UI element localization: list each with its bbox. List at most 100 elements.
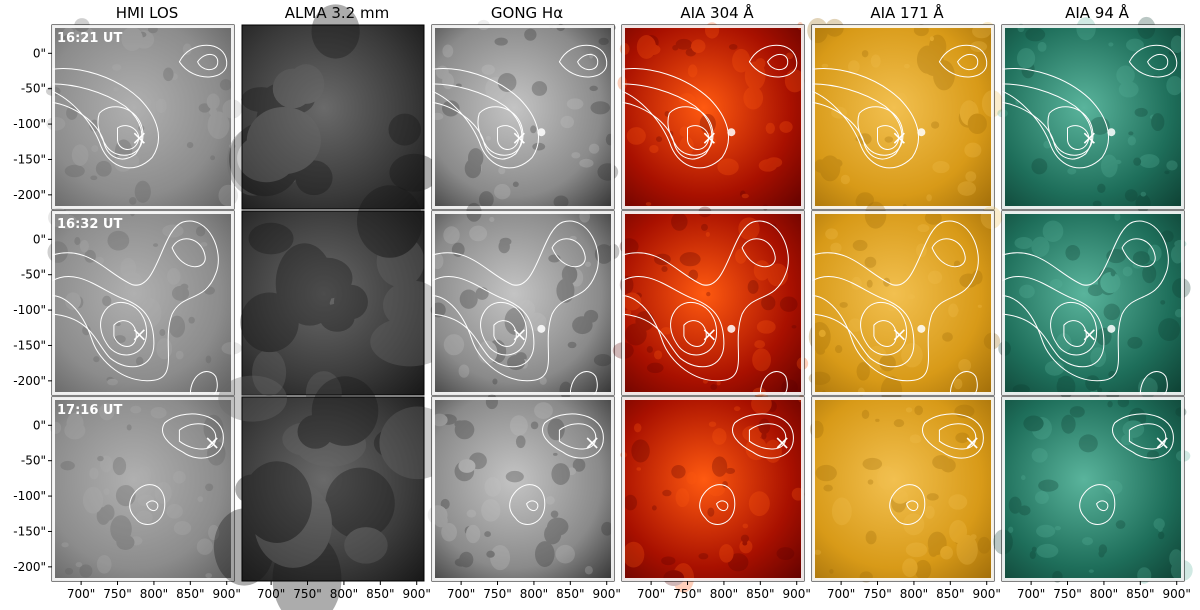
panel-aia304-row-1 <box>617 21 805 211</box>
y-tick-label: -100" <box>13 117 46 131</box>
y-tick-label: -200" <box>13 374 46 388</box>
panel-frame <box>241 396 425 582</box>
contour-lines <box>1001 44 1178 169</box>
panel-texture <box>227 4 439 197</box>
x-tick-label: 700" <box>1017 587 1045 601</box>
x-axis: 700" 750" 800" 850" 900" 700" 750" 800" 850" 900"… <box>67 581 1191 601</box>
x-tick-label: 750" <box>483 587 511 601</box>
panel-inner-frame <box>432 397 614 581</box>
panel-image <box>242 211 424 395</box>
bright-kernel <box>917 128 926 137</box>
x-tick-label: 700" <box>67 587 95 601</box>
x-tick-label: 850" <box>176 587 204 601</box>
y-tick-label: -50" <box>21 454 46 468</box>
contour-lines <box>51 44 228 169</box>
x-tick-label: 700" <box>447 587 475 601</box>
marker-x <box>703 132 715 144</box>
panel-inner-frame <box>52 211 234 395</box>
panel-aia304-row-2 <box>612 206 809 397</box>
contour-lines <box>51 220 219 396</box>
panel-alma-row-1 <box>227 4 439 210</box>
panel-inner-frame <box>52 397 234 581</box>
panel-alma-row-2 <box>240 185 450 416</box>
x-tick-label: 750" <box>103 587 131 601</box>
panel-frame <box>241 210 425 396</box>
x-tick-label: 800" <box>140 587 168 601</box>
panel-frame <box>241 24 425 210</box>
marker-x <box>703 329 715 341</box>
panel-texture <box>430 202 620 399</box>
panel-hmi-row-2 <box>47 207 242 396</box>
marker-x <box>893 132 905 144</box>
column-titles: HMI LOS ALMA 3.2 mm GONG Hα AIA 304 Å AI… <box>116 3 1130 22</box>
x-tick-label: 900" <box>783 587 811 601</box>
panel-image <box>432 25 614 209</box>
y-tick-label: 0" <box>33 46 46 60</box>
column-title-aia304: AIA 304 Å <box>680 3 754 22</box>
contour-lines <box>621 44 798 169</box>
panel-texture <box>50 403 226 579</box>
x-tick-label: 800" <box>900 587 928 601</box>
x-tick-label: 900" <box>213 587 241 601</box>
y-tick-label: -150" <box>13 152 46 166</box>
panel-hmi-row-1 <box>46 18 243 210</box>
contour-lines <box>811 220 979 396</box>
marker-x <box>1083 132 1095 144</box>
bright-kernel <box>537 324 546 333</box>
y-tick-label: -200" <box>13 560 46 574</box>
contour-lines <box>1001 220 1169 396</box>
panel-gong-row-1 <box>431 19 619 210</box>
contour-lines <box>431 220 599 396</box>
x-tick-label: 900" <box>593 587 621 601</box>
panel-image <box>1002 397 1184 581</box>
y-tick-label: 0" <box>33 418 46 432</box>
panel-inner-frame <box>622 211 804 395</box>
panel-texture <box>240 185 450 416</box>
panel-hmi-row-3 <box>50 396 235 582</box>
contour-lines <box>509 413 604 525</box>
y-tick-label: -100" <box>13 489 46 503</box>
marker-x <box>1083 329 1095 341</box>
panel-inner-frame <box>1002 397 1184 581</box>
bright-kernel <box>917 324 926 333</box>
y-tick-label: -150" <box>13 338 46 352</box>
marker-x <box>776 437 788 449</box>
panel-inner-frame <box>812 211 994 395</box>
panel-inner-frame <box>432 25 614 209</box>
x-tick-label: 900" <box>973 587 1001 601</box>
marker-x <box>206 437 218 449</box>
y-tick-label: -100" <box>13 303 46 317</box>
column-title-aia171: AIA 171 Å <box>870 3 944 22</box>
panel-aia94-row-1 <box>997 16 1185 212</box>
contour-lines <box>889 413 984 525</box>
x-tick-label: 850" <box>1126 587 1154 601</box>
panel-texture <box>997 16 1184 212</box>
x-tick-label: 800" <box>330 587 358 601</box>
x-tick-label: 850" <box>746 587 774 601</box>
panel-alma-row-3 <box>213 375 456 610</box>
contour-lines <box>811 44 988 169</box>
panel-aia94-row-2 <box>998 210 1191 401</box>
panel-texture <box>213 375 456 610</box>
y-tick-label: -200" <box>13 188 46 202</box>
time-label: 17:16 UT <box>57 403 122 418</box>
panel-inner-frame <box>1002 211 1184 395</box>
x-tick-label: 900" <box>403 587 431 601</box>
marker-x <box>513 132 525 144</box>
time-label: 16:32 UT <box>57 217 122 232</box>
bright-kernel <box>727 324 736 333</box>
y-tick-label: 0" <box>33 232 46 246</box>
column-title-aia94: AIA 94 Å <box>1065 3 1130 22</box>
panel-inner-frame <box>622 25 804 209</box>
panel-texture <box>809 404 991 583</box>
panel-aia171-row-3 <box>809 396 995 583</box>
x-tick-label: 750" <box>1053 587 1081 601</box>
y-tick-label: -50" <box>21 268 46 282</box>
x-tick-label: 850" <box>366 587 394 601</box>
y-tick-label: -50" <box>21 82 46 96</box>
panel-aia171-row-1 <box>807 18 1004 210</box>
panel-texture <box>431 19 619 209</box>
contour-lines <box>1079 413 1174 525</box>
contour-lines <box>129 413 224 525</box>
column-title-hmi: HMI LOS <box>116 4 179 22</box>
